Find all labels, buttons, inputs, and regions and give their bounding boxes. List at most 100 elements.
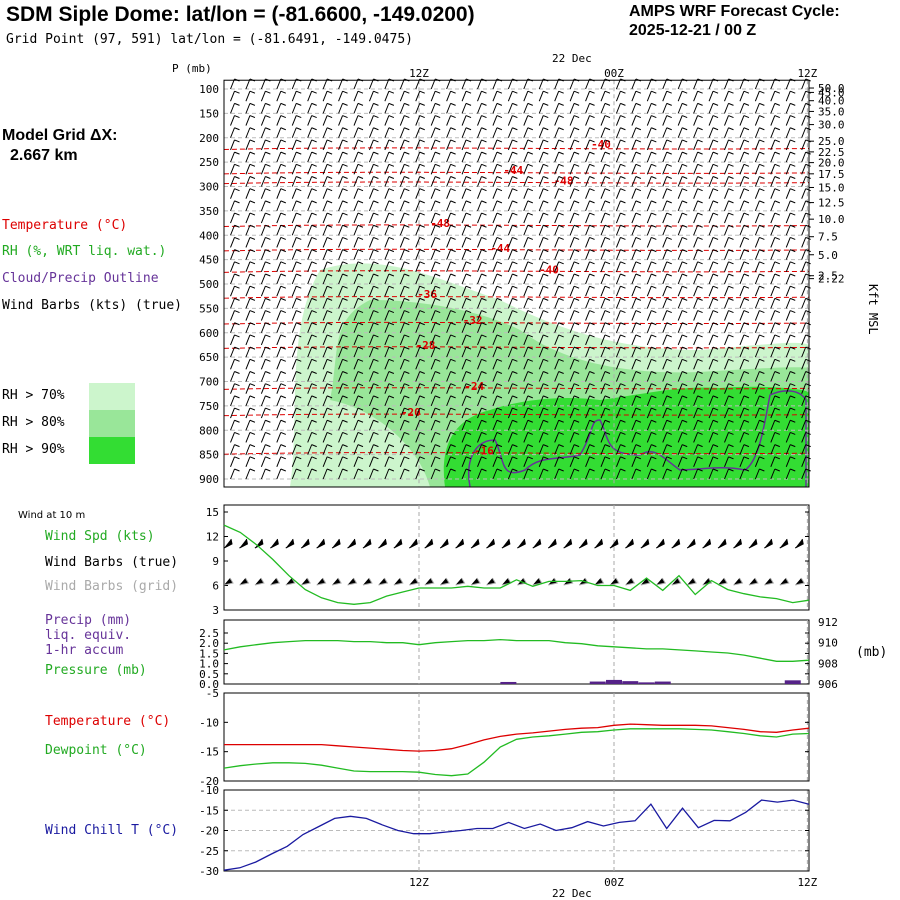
wind-barb (785, 273, 796, 285)
wind-barb (615, 358, 626, 370)
wind-barb (446, 151, 456, 163)
wind-barb (322, 102, 333, 114)
wind-barb (724, 236, 734, 248)
wind-barb (276, 346, 286, 358)
wind-barb (662, 249, 672, 260)
wind-barb (600, 102, 611, 114)
wind-barb (677, 383, 688, 394)
wind-barb (724, 310, 734, 321)
wind-barb (461, 224, 472, 236)
wind-barb (724, 115, 734, 126)
wind-barb-grid (609, 577, 620, 586)
wind-barb (507, 151, 518, 163)
wind-barbs-true-row (223, 538, 804, 549)
wind-barb (739, 322, 750, 333)
pressure-label: Pressure (mb) (45, 663, 147, 678)
wind-barb (461, 419, 472, 431)
pressure-right-tick-label: 908 (818, 657, 838, 670)
wind-barb (677, 407, 688, 419)
wind-barb (600, 90, 611, 102)
wind-barb (245, 212, 256, 224)
wind-barb (307, 200, 317, 212)
wind-barb (492, 285, 503, 297)
wind-barb (585, 236, 595, 248)
wind-barb (260, 322, 271, 333)
wind-barb (801, 261, 811, 272)
wind-barb (291, 115, 302, 126)
wind-barb (554, 261, 564, 272)
isotherm-label: -16 (474, 445, 494, 458)
wind-barb (739, 407, 750, 419)
wind-barb (477, 456, 487, 467)
wind-tick-label: 9 (212, 555, 219, 568)
wind-barb (585, 115, 595, 126)
wind-barb (585, 90, 595, 102)
wind-barb (230, 188, 240, 199)
wind-barb (785, 102, 796, 114)
wind-barb (785, 371, 796, 382)
chart-title: SDM Siple Dome: lat/lon = (-81.6600, -14… (6, 3, 475, 26)
wind-barb (538, 468, 549, 480)
wind-barb (770, 395, 780, 407)
wind-barb (492, 249, 503, 260)
wind-barb-true (393, 538, 403, 549)
wind-barb (338, 444, 348, 455)
wind-barb (307, 285, 317, 297)
wind-barb (770, 310, 780, 321)
wind-barb-grid (656, 577, 667, 586)
wind-barb (538, 102, 549, 114)
wind-barb (770, 176, 780, 187)
wind-barb (384, 431, 395, 443)
wind-barb (754, 90, 765, 102)
wind-barb (322, 431, 333, 443)
wind-barb (801, 358, 811, 370)
precip-bar (654, 681, 671, 684)
wind-barb (646, 371, 657, 382)
wind-barb-true (378, 538, 387, 549)
wind-barb (399, 310, 410, 321)
wind-barb (631, 346, 642, 358)
wind-barb (615, 188, 626, 199)
wind-barb (399, 236, 410, 248)
wind-barb (724, 358, 734, 370)
wind-barb (554, 212, 564, 224)
wind-barb (631, 127, 642, 138)
wind-barb (708, 310, 719, 321)
wind-barb (600, 151, 611, 163)
wind-barb (677, 371, 688, 382)
wind-barb (554, 102, 564, 114)
wind-barb (230, 395, 240, 407)
wind-barb (739, 212, 750, 224)
wind-barb (708, 297, 719, 309)
precip-tick-label: 0.5 (199, 668, 219, 681)
wind-barb (801, 310, 811, 321)
wind-barb (708, 346, 719, 358)
wind-barb (276, 273, 286, 285)
wind-barb (585, 419, 595, 431)
time-label-bottom: 00Z (604, 876, 624, 889)
wind-barb (646, 188, 657, 199)
wind-barb (754, 115, 765, 126)
wind-barb (322, 383, 333, 394)
wind-barb (492, 176, 503, 187)
wind-barb (600, 261, 611, 272)
wind-barb (322, 334, 333, 346)
wind-barb (368, 468, 379, 480)
wind-barb (477, 383, 487, 394)
wind-barb (276, 236, 286, 248)
wind-barb (430, 419, 441, 431)
isotherm-line (223, 181, 810, 185)
wind-barb (801, 322, 811, 333)
wind-barb (801, 249, 811, 260)
wind-barb (322, 249, 333, 260)
wind-barb (338, 407, 348, 419)
wind-barb (693, 273, 703, 285)
wind-barbs-true-label: Wind Barbs (true) (45, 555, 179, 570)
wind-barb (384, 334, 395, 346)
wind-barb (477, 151, 487, 163)
wind-barb (739, 188, 750, 199)
wind-barb (523, 285, 533, 297)
wind-barb (446, 188, 456, 199)
wind-barb (245, 176, 256, 187)
wind-tick-label: 6 (212, 580, 219, 593)
